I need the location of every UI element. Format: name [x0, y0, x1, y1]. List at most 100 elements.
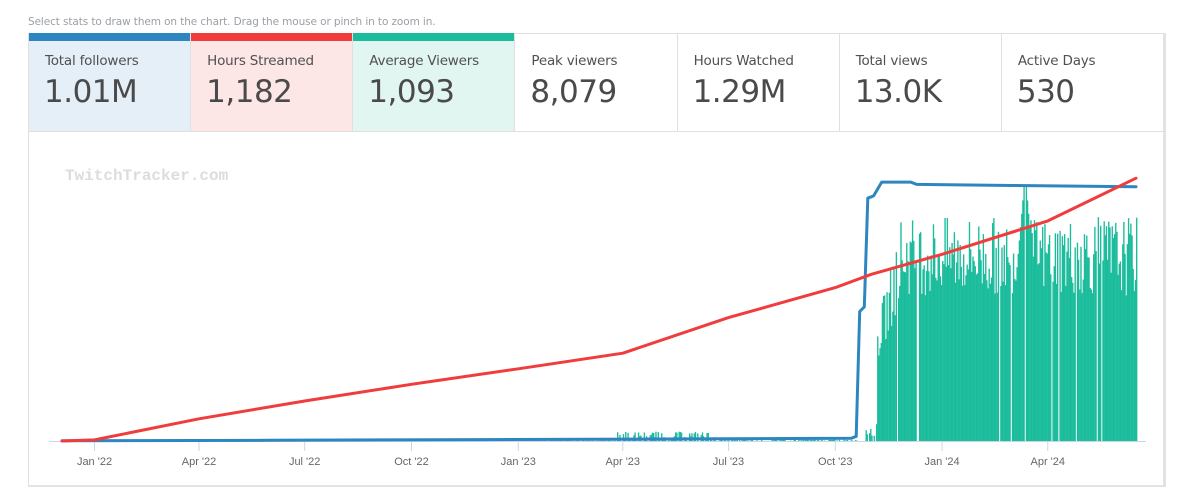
- stat-selected-indicator: [29, 33, 191, 41]
- avg-viewers-bar: [823, 440, 826, 441]
- avg-viewers-bar: [783, 439, 785, 441]
- avg-viewers-bar: [902, 271, 904, 441]
- avg-viewers-bar: [899, 285, 901, 441]
- stat-tile-total-views[interactable]: Total views 13.0K: [839, 34, 1002, 131]
- avg-viewers-bar: [1006, 229, 1008, 441]
- avg-viewers-bar: [1109, 227, 1111, 441]
- avg-viewers-bar: [1054, 233, 1057, 441]
- avg-viewers-bar: [691, 433, 693, 441]
- x-tick-label: Jan '22: [77, 456, 112, 468]
- avg-viewers-bar: [880, 343, 882, 441]
- avg-viewers-bar: [866, 434, 868, 441]
- avg-viewers-bar: [1008, 262, 1010, 441]
- avg-viewers-bar: [1069, 223, 1072, 441]
- avg-viewers-bar: [1136, 217, 1138, 441]
- avg-viewers-bar: [982, 234, 985, 441]
- avg-viewers-bar: [1030, 220, 1032, 441]
- avg-viewers-bar: [1077, 259, 1080, 441]
- avg-viewers-bar: [834, 439, 836, 441]
- stat-tile-peak-viewers[interactable]: Peak viewers 8,079: [515, 34, 678, 131]
- avg-viewers-bar: [728, 440, 730, 441]
- stats-bar: Total followers 1.01M Hours Streamed 1,182 A…: [28, 33, 1166, 132]
- avg-viewers-bar: [697, 433, 699, 441]
- avg-viewers-bar: [995, 248, 997, 441]
- avg-viewers-bar: [945, 266, 947, 441]
- avg-viewers-bar: [1076, 242, 1079, 441]
- avg-viewers-bar: [964, 285, 966, 441]
- avg-viewers-bar: [1017, 253, 1019, 441]
- avg-viewers-bar: [925, 271, 928, 441]
- avg-viewers-bar: [929, 290, 931, 441]
- avg-viewers-bar: [720, 439, 722, 441]
- avg-viewers-bar: [1086, 235, 1088, 441]
- avg-viewers-bar: [1090, 289, 1093, 441]
- avg-viewers-bar: [907, 261, 909, 441]
- avg-viewers-bar: [921, 293, 923, 441]
- avg-viewers-bar: [879, 348, 881, 441]
- avg-viewers-bar: [1061, 236, 1064, 441]
- avg-viewers-bar: [878, 355, 880, 441]
- avg-viewers-bar: [1009, 265, 1011, 441]
- avg-viewers-bar: [675, 432, 677, 441]
- stat-tile-average-viewers[interactable]: Average Viewers 1,093: [353, 33, 516, 131]
- avg-viewers-bar: [961, 285, 964, 441]
- series-line-hours-streamed: [60, 176, 1138, 443]
- avg-viewers-bar: [952, 254, 954, 441]
- avg-viewers-bar: [794, 440, 796, 441]
- avg-viewers-bar: [1036, 222, 1038, 441]
- avg-viewers-bar: [812, 440, 814, 441]
- avg-viewers-bar: [1043, 286, 1045, 441]
- avg-viewers-bar: [772, 440, 774, 441]
- avg-viewers-bar: [730, 440, 733, 441]
- stat-value: 1.29M: [692, 74, 787, 110]
- avg-viewers-bar: [1048, 235, 1051, 441]
- stats-chart[interactable]: TwitchTracker.com Jan '22 Apr '22 Jul '22 Oc…: [29, 132, 1162, 485]
- avg-viewers-bar: [756, 440, 758, 441]
- stat-label: Total followers: [45, 53, 139, 69]
- avg-viewers-bar: [1025, 187, 1028, 441]
- stat-value: 13.0K: [854, 74, 942, 110]
- avg-viewers-bar: [1125, 295, 1127, 441]
- avg-viewers-bar: [873, 435, 875, 441]
- avg-viewers-bar: [1097, 217, 1100, 441]
- avg-viewers-bar: [938, 256, 940, 441]
- avg-viewers-bar: [1053, 266, 1055, 441]
- chart-container[interactable]: TwitchTracker.com Jan '22 Apr '22 Jul '22 Oc…: [28, 132, 1166, 487]
- avg-viewers-bar: [1095, 251, 1097, 441]
- avg-viewers-bar: [898, 297, 900, 441]
- avg-viewers-bar: [975, 274, 978, 441]
- avg-viewers-bar: [911, 220, 914, 441]
- avg-viewers-bar: [979, 249, 981, 441]
- stat-tile-total-followers[interactable]: Total followers 1.01M: [29, 33, 192, 131]
- avg-viewers-bar: [1132, 269, 1134, 441]
- avg-viewers-bar: [1110, 272, 1112, 441]
- avg-viewers-bar: [850, 440, 852, 441]
- avg-viewers-bar: [725, 440, 727, 441]
- avg-viewers-bar: [1042, 226, 1044, 441]
- avg-viewers-bar: [966, 264, 968, 441]
- avg-viewers-bar: [903, 271, 906, 441]
- avg-viewers-bar: [972, 256, 974, 441]
- avg-viewers-bar: [1089, 288, 1091, 441]
- avg-viewers-bar: [836, 440, 838, 441]
- avg-viewers-bar: [981, 283, 983, 441]
- avg-viewers-bar: [1047, 244, 1050, 441]
- avg-viewers-bar: [838, 439, 841, 441]
- avg-viewers-bar: [1028, 213, 1030, 441]
- avg-viewers-bar: [655, 431, 657, 441]
- avg-viewers-bar: [637, 432, 640, 441]
- stat-tile-active-days[interactable]: Active Days 530: [1001, 34, 1163, 131]
- avg-viewers-bar: [1126, 244, 1129, 441]
- stat-tile-hours-watched[interactable]: Hours Watched 1.29M: [677, 34, 840, 131]
- avg-viewers-bar: [1031, 233, 1033, 441]
- stat-tile-hours-streamed[interactable]: Hours Streamed 1,182: [191, 33, 354, 131]
- avg-viewers-bar: [893, 269, 895, 441]
- avg-viewers-bar: [817, 439, 820, 441]
- avg-viewers-bar: [743, 440, 745, 441]
- avg-viewers-bar: [1103, 221, 1105, 441]
- avg-viewers-bar: [983, 273, 986, 441]
- avg-viewers-bar: [1071, 277, 1073, 441]
- avg-viewers-bar: [828, 439, 830, 441]
- avg-viewers-bar: [747, 440, 749, 441]
- stat-value: 8,079: [530, 74, 617, 110]
